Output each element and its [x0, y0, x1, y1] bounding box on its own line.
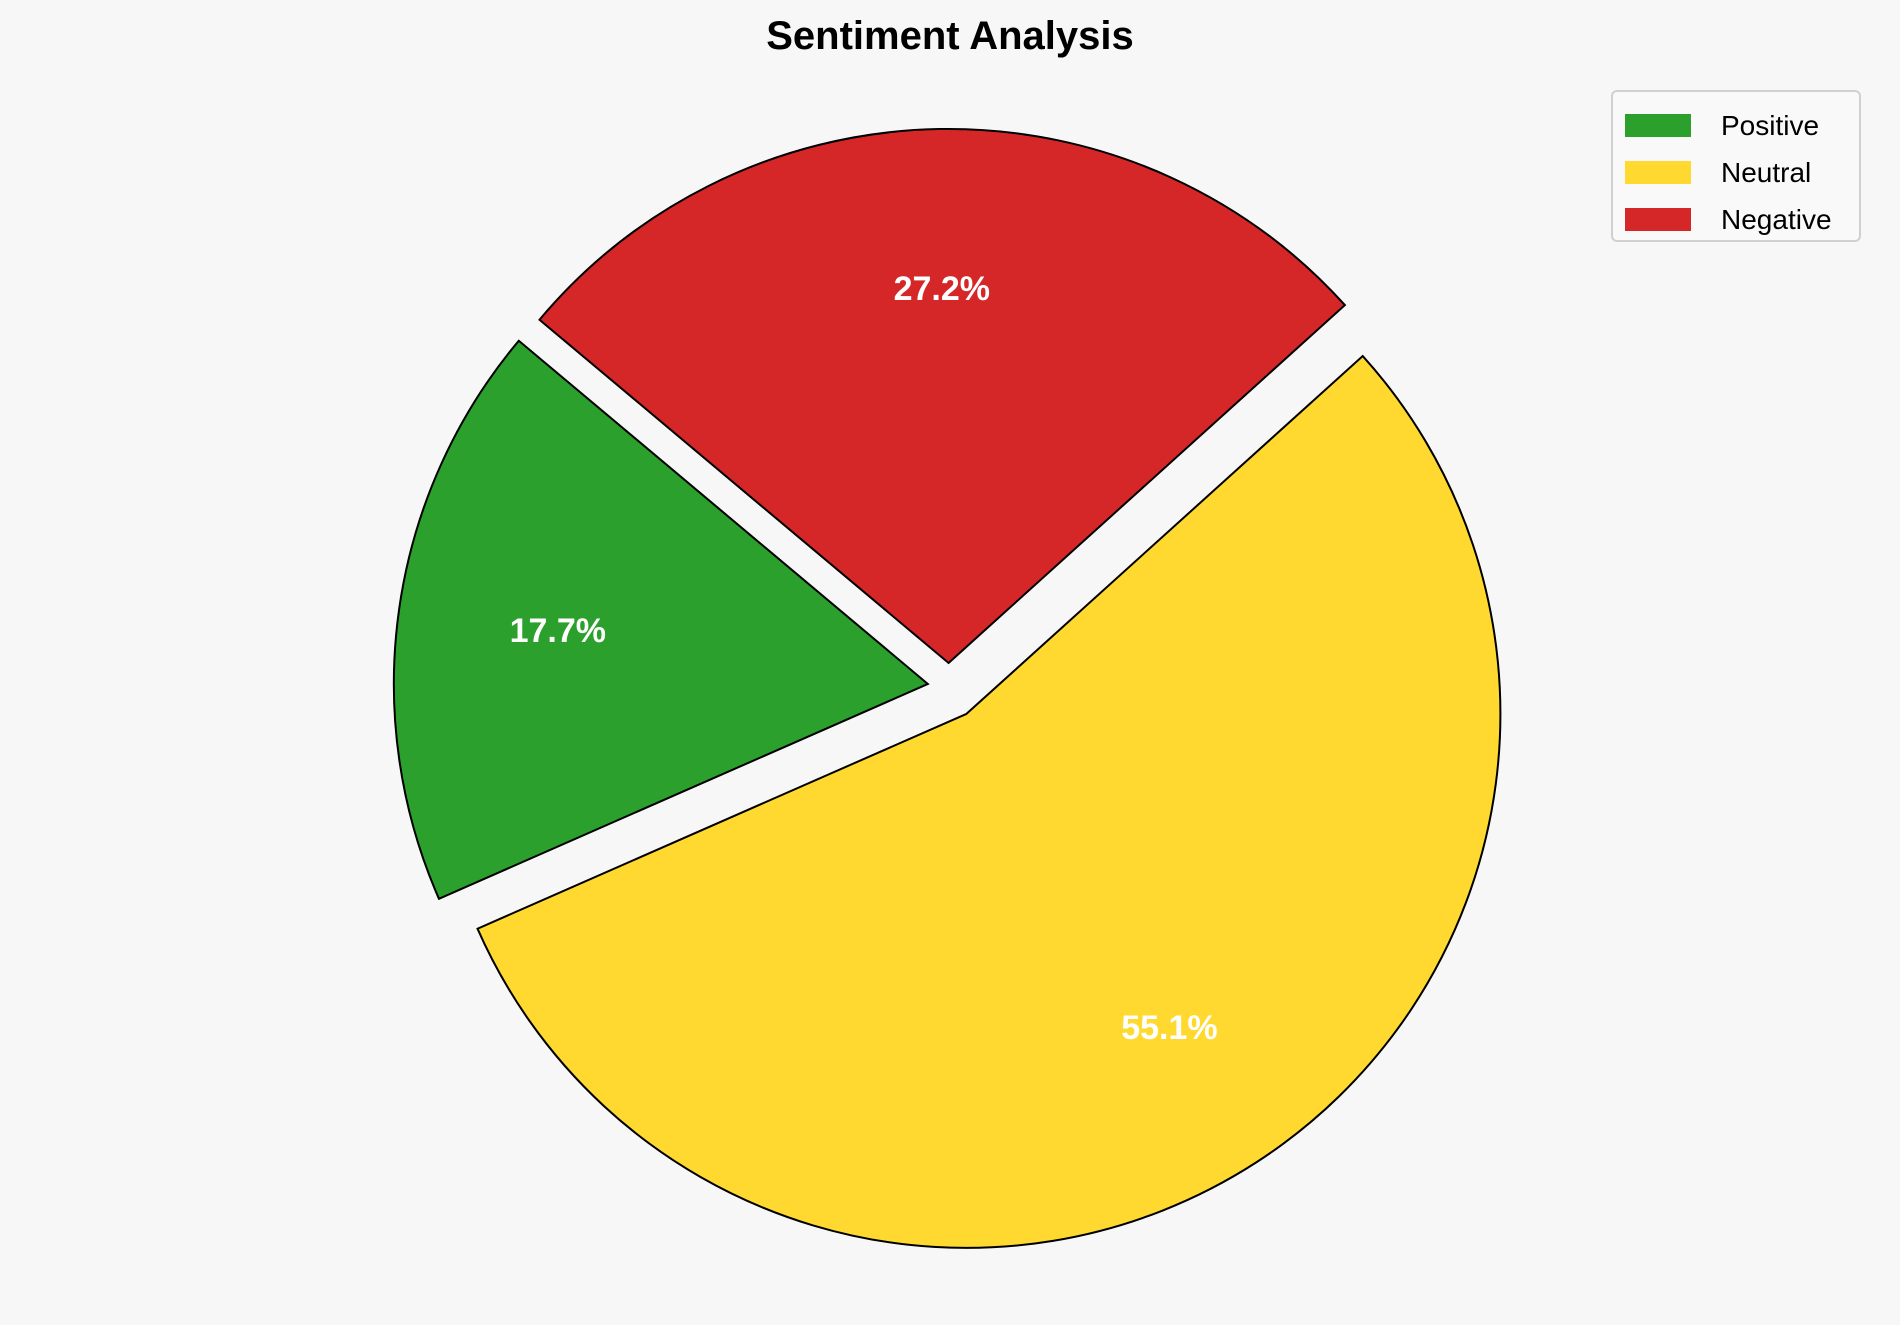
pie-slice-positive — [392, 339, 930, 901]
legend-label-negative: Negative — [1721, 203, 1832, 235]
pie-label-neutral: 55.1% — [1121, 1009, 1217, 1047]
legend-item-neutral: Neutral — [1625, 149, 1859, 196]
legend-swatch-negative — [1625, 208, 1691, 231]
chart-title: Sentiment Analysis — [766, 14, 1134, 58]
pie-slice-neutral — [476, 354, 1502, 1249]
legend-label-positive: Positive — [1721, 109, 1820, 141]
legend-item-positive: Positive — [1625, 102, 1859, 149]
pie-label-positive: 17.7% — [510, 612, 606, 650]
legend-swatch-positive — [1625, 114, 1691, 137]
pie-slice-negative — [538, 128, 1347, 665]
legend-swatch-neutral — [1625, 161, 1691, 184]
legend-label-neutral: Neutral — [1721, 156, 1812, 188]
pie-label-negative: 27.2% — [894, 270, 990, 308]
legend: Positive Neutral Negative — [1611, 90, 1861, 242]
legend-item-negative: Negative — [1625, 196, 1859, 243]
